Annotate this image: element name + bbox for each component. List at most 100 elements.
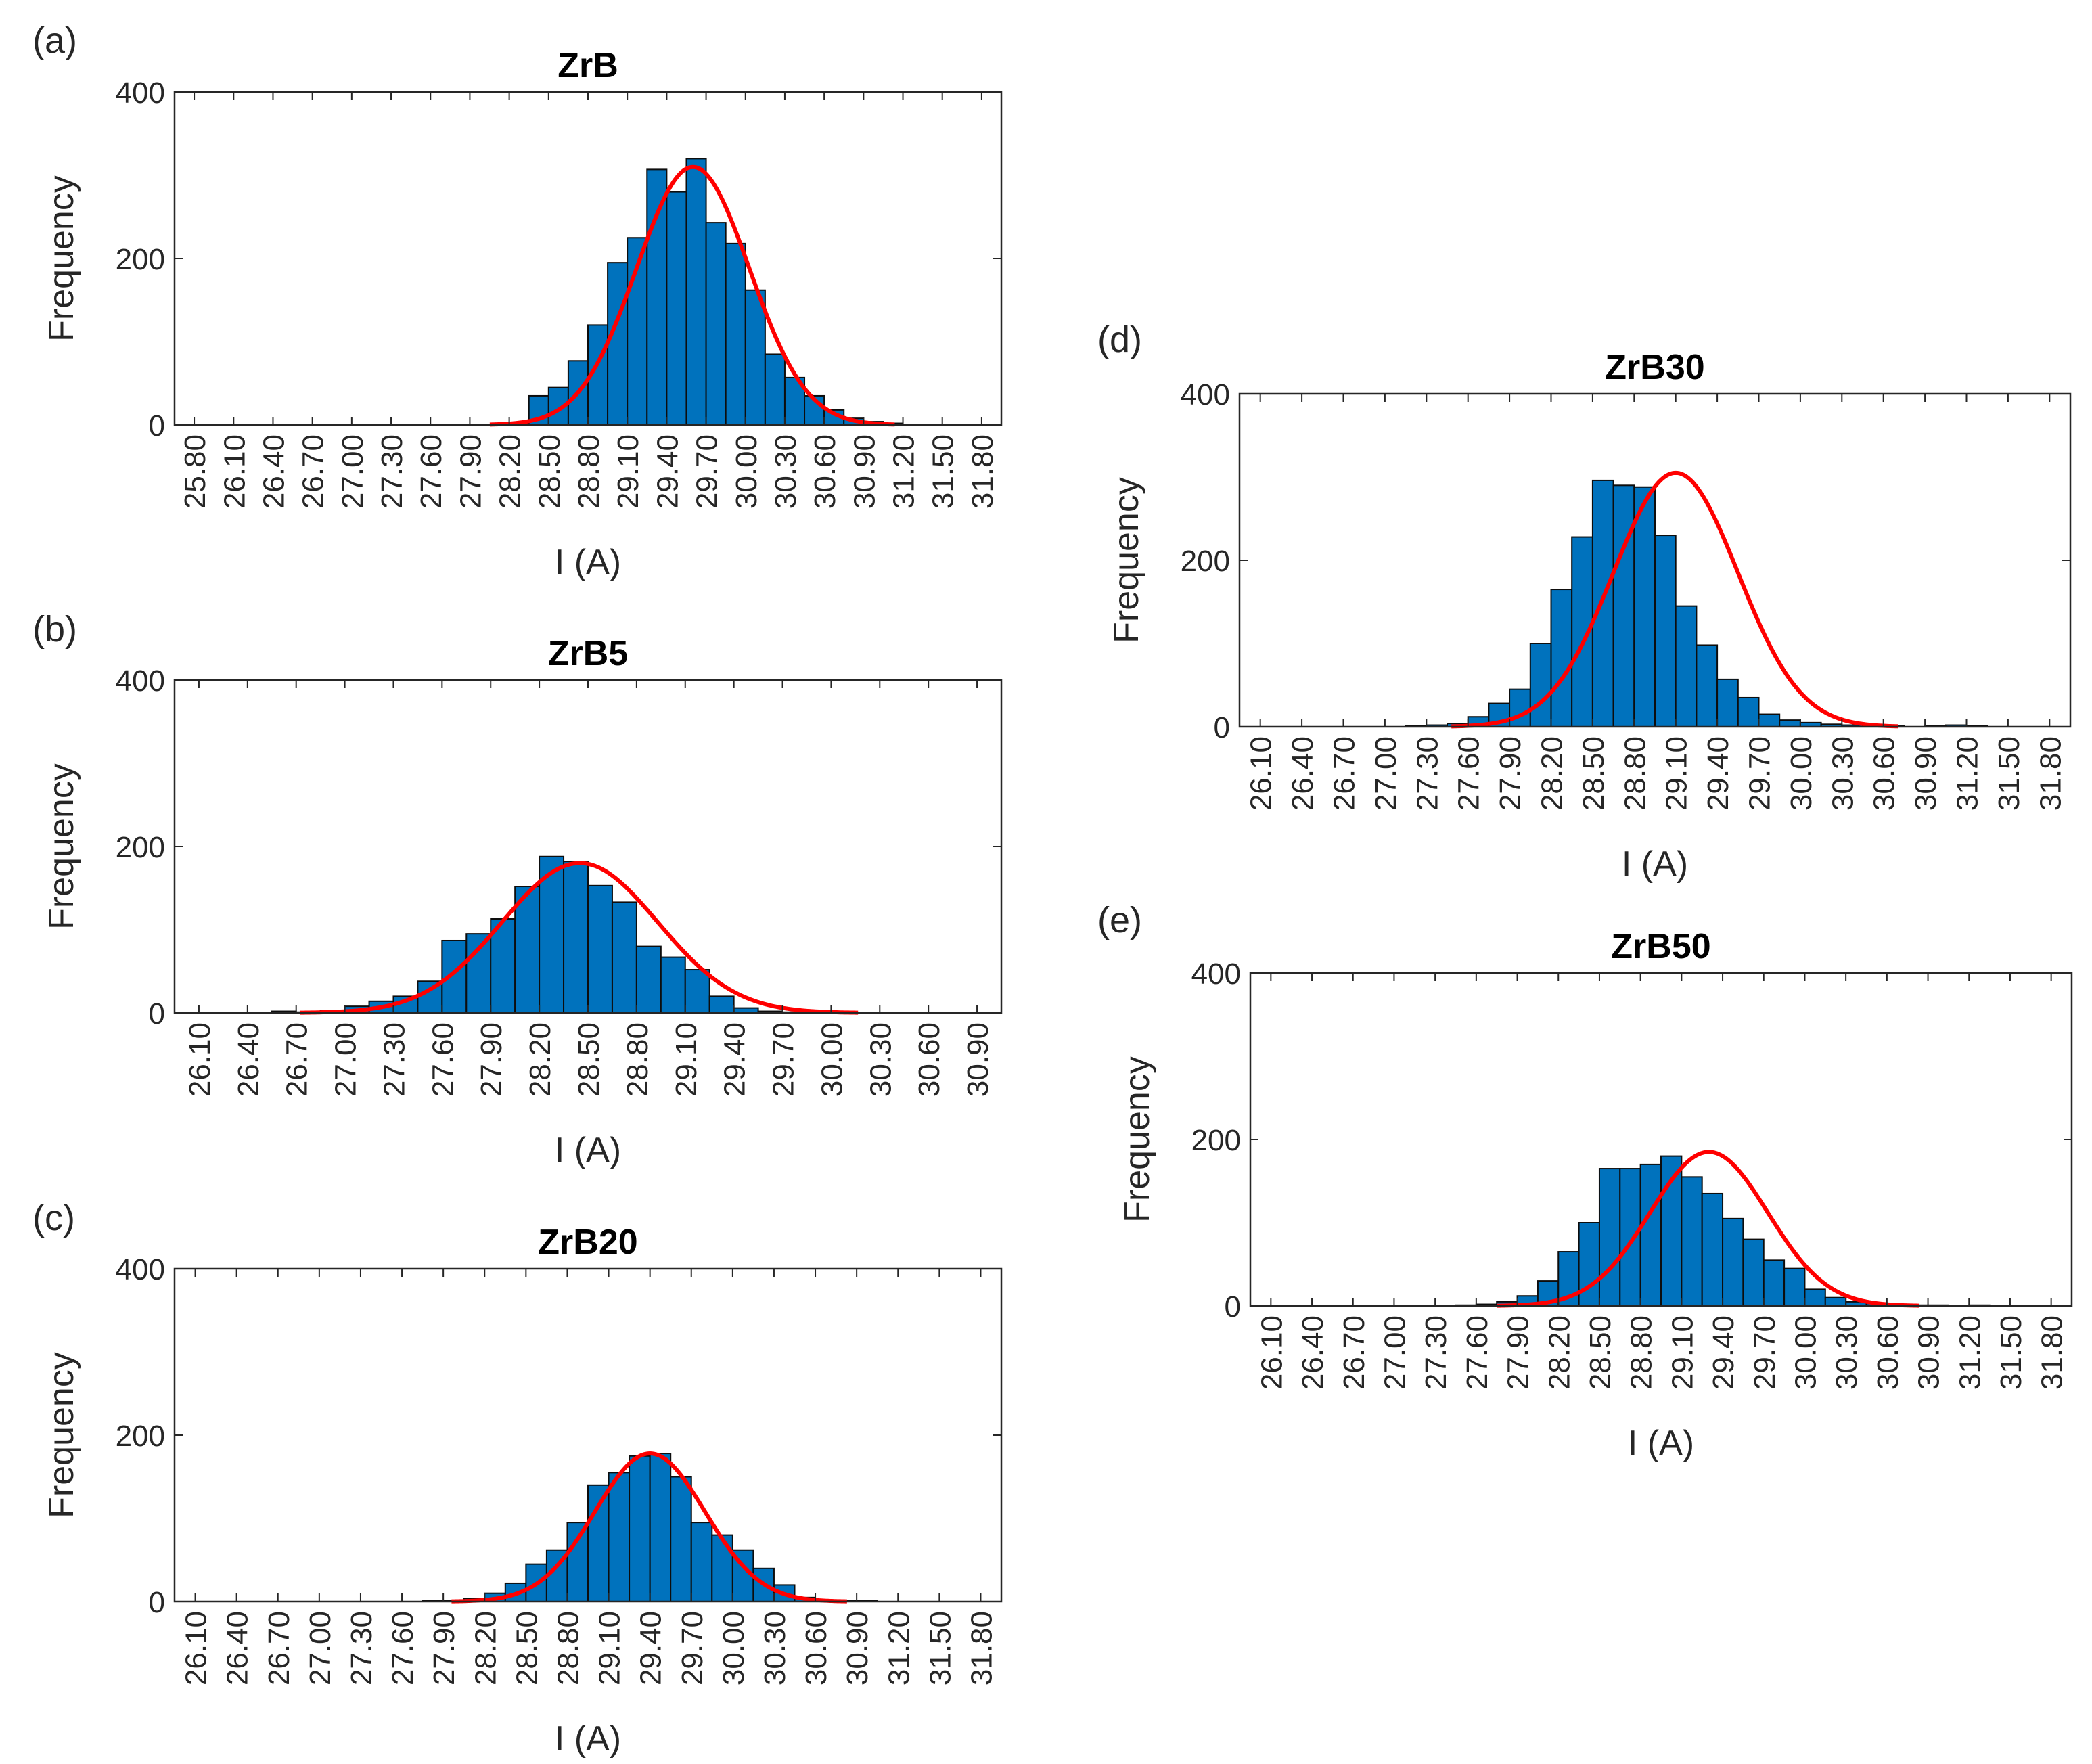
x-tick-label: 26.70 [1338,1315,1371,1390]
bar [1696,644,1719,728]
x-tick-label: 26.40 [257,434,290,509]
x-tick-label: 30.30 [1826,736,1859,811]
x-tick-label: 29.10 [612,434,645,509]
bar [1550,589,1573,727]
bar [1529,643,1552,727]
bar [465,933,492,1014]
x-tick-label: 29.10 [593,1611,627,1686]
y-axis-label: Frequency [42,175,81,342]
bar [649,1453,672,1603]
x-tick-label: 27.90 [454,434,487,509]
bar [490,918,516,1014]
bar [670,1476,692,1602]
x-tick-label: 31.20 [882,1611,915,1686]
x-tick-label: 29.10 [670,1022,703,1097]
x-axis-label: I (A) [555,1131,621,1170]
x-tick-label: 29.40 [1707,1315,1740,1390]
y-tick-label: 200 [116,1420,165,1453]
panel-label: (d) [1097,319,1142,360]
panel-label: (a) [32,20,77,61]
x-tick-label: 30.30 [864,1022,897,1097]
x-tick-label: 26.40 [232,1022,265,1097]
x-tick-label: 29.70 [1748,1315,1781,1390]
bar [1639,1163,1662,1307]
x-tick-label: 28.20 [494,434,527,509]
x-tick-label: 25.80 [179,434,212,509]
bar [646,168,668,426]
panel-label: (b) [32,609,77,650]
y-tick-label: 200 [116,243,165,276]
x-tick-label: 28.50 [533,434,566,509]
x-tick-label: 27.00 [1378,1315,1411,1390]
x-tick-label: 30.90 [1913,1315,1946,1390]
x-tick-label: 29.40 [635,1611,668,1686]
bar [1737,696,1760,727]
x-tick-label: 27.00 [336,434,369,509]
x-tick-label: 27.00 [329,1022,363,1097]
bar [1722,1217,1744,1307]
fit-curve [299,861,859,1015]
bar [708,995,735,1014]
x-tick-label: 28.20 [469,1611,502,1686]
bar [1509,688,1531,728]
x-tick-label: 31.80 [2036,1315,2069,1390]
x-tick-label: 27.30 [345,1611,378,1686]
bar [1758,713,1781,728]
bar [1701,1192,1724,1307]
x-tick-label: 31.20 [1953,1315,1986,1390]
y-tick-label: 0 [149,409,165,443]
x-tick-label: 28.20 [1536,736,1569,811]
x-axis-label: I (A) [555,543,621,582]
y-tick-label: 200 [1181,545,1230,578]
bar [1681,1176,1703,1307]
x-tick-label: 27.30 [1419,1315,1453,1390]
x-tick-label: 26.10 [218,434,251,509]
y-tick-label: 400 [116,76,165,110]
y-axis-label: Frequency [42,1352,81,1518]
x-tick-label: 26.70 [297,434,330,509]
x-tick-label: 28.80 [551,1611,585,1686]
bars [271,855,832,1014]
x-tick-label: 27.60 [415,434,448,509]
fit-curve [1496,1150,1920,1308]
bar [1779,719,1801,728]
fit-curve [489,164,896,427]
y-tick-label: 400 [116,1253,165,1286]
x-tick-label: 30.00 [1789,1315,1822,1390]
bar [607,262,629,426]
bar [1675,605,1698,728]
panel-c: (c) ZrB20 0 200 400 26.10 26.40 26.70 27.00 27.30… [32,1198,1003,1759]
x-tick-label: 30.90 [1909,736,1942,811]
x-tick-label: 28.20 [524,1022,557,1097]
x-tick-label: 30.60 [1871,1315,1905,1390]
x-tick-label: 26.10 [1245,736,1278,811]
x-tick-label: 27.00 [1369,736,1403,811]
x-tick-label: 31.50 [1995,1315,2028,1390]
x-tick-label: 27.90 [428,1611,461,1686]
bars [1405,479,1988,728]
x-tick-label: 27.60 [1453,736,1486,811]
bar [684,969,710,1014]
bar [1804,1288,1826,1307]
bar [611,901,637,1014]
bar [690,1522,713,1602]
x-tick-label: 30.30 [758,1611,792,1686]
x-tick-label: 29.70 [1744,736,1777,811]
x-tick-label: 27.60 [1461,1315,1494,1390]
x-tick-label: 27.90 [1494,736,1527,811]
bar [1654,535,1677,727]
x-tick-label: 31.80 [2034,736,2067,811]
bar [1742,1238,1765,1307]
x-tick-label: 30.60 [1868,736,1901,811]
x-tick-label: 31.20 [888,434,921,509]
bar [764,353,786,426]
x-tick-label: 27.60 [386,1611,419,1686]
x-tick-label: 29.70 [691,434,724,509]
bar [635,945,662,1014]
x-tick-label: 28.50 [1577,736,1610,811]
x-tick-label: 26.40 [1296,1315,1329,1390]
panel-b: (b) ZrB5 0 200 400 26.10 26.40 26.70 27.00 27.30 2… [32,609,1003,1170]
x-tick-label: 28.50 [572,1022,606,1097]
